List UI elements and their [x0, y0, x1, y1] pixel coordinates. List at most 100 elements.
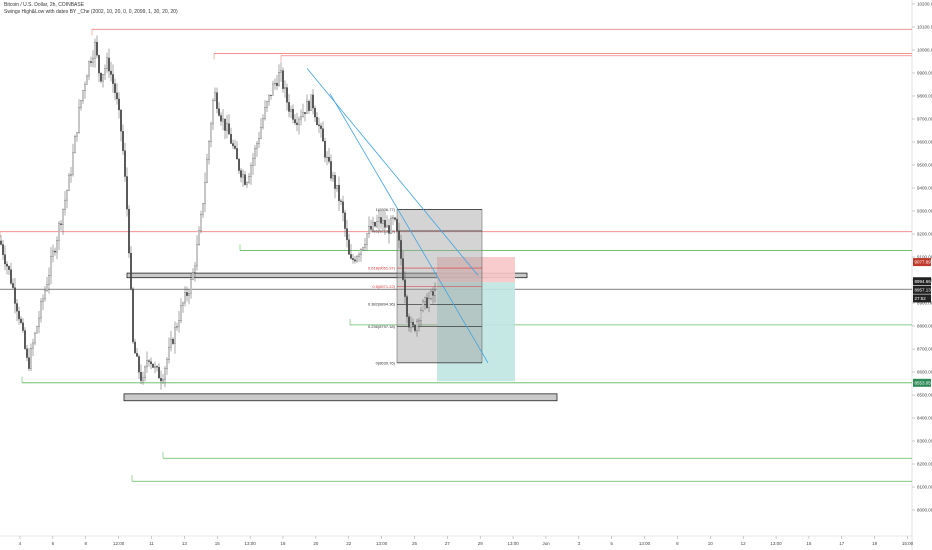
candle-body [320, 125, 322, 129]
x-tick-label: 13:00 [770, 541, 782, 546]
candle-body [134, 341, 136, 354]
candle-body [144, 366, 146, 379]
candle-body [244, 174, 246, 185]
candle-body [376, 221, 378, 227]
candle-body [198, 230, 200, 246]
candle-body [322, 128, 324, 142]
candle-body [254, 148, 256, 159]
trend-line[interactable] [329, 93, 489, 364]
candle-body [128, 208, 130, 254]
x-tick-label: 17 [839, 541, 845, 546]
support-resistance-zone[interactable] [123, 393, 558, 402]
candle-body [302, 112, 304, 117]
y-tick-label: 9200.00 [917, 232, 932, 237]
price-tag-label: 27:52 [915, 296, 927, 301]
candle-body [234, 145, 236, 149]
candle-body [62, 209, 64, 225]
x-tick-label: 13:00 [376, 541, 388, 546]
candle-body [88, 61, 90, 77]
candle-body [330, 161, 332, 179]
chart-symbol-title: Bitcoin / U.S. Dollar, 2h, COINBASE [4, 2, 85, 8]
candle-body [122, 131, 124, 151]
price-tag [913, 378, 931, 387]
candle-body [196, 244, 198, 267]
candle-body [6, 263, 8, 267]
candle-body [94, 41, 96, 59]
candle-body [10, 269, 12, 284]
price-tag-label: 8553.05 [915, 380, 932, 385]
candle-body [334, 175, 336, 189]
candle-body [324, 140, 326, 158]
candle-body [180, 305, 182, 321]
candle-body [344, 212, 346, 229]
candle-body [396, 219, 398, 232]
fib-retracement-box[interactable] [396, 209, 483, 364]
y-tick-label: 10200.00 [917, 2, 932, 7]
candle-body [426, 297, 428, 308]
candle-body [26, 348, 28, 358]
candle-body [358, 254, 360, 257]
x-tick-label: 10 [708, 541, 714, 546]
x-tick-label: 13:00 [244, 541, 256, 546]
candle-body [78, 107, 80, 133]
candle-body [98, 55, 100, 74]
candle-body [308, 101, 310, 111]
candle-body [86, 75, 88, 85]
x-tick-label: 15:00 [902, 541, 914, 546]
y-tick-label: 9100.00 [917, 255, 932, 260]
candle-body [366, 233, 368, 245]
candle-body [298, 118, 300, 125]
candle-body [294, 119, 296, 124]
candle-body [40, 301, 42, 319]
candle-body [210, 123, 212, 142]
candle-body [50, 256, 52, 276]
candle-body [388, 225, 390, 234]
x-tick-label: 13 [182, 541, 188, 546]
candle-body [282, 70, 284, 89]
candle-body [256, 143, 258, 149]
candle-body [300, 116, 302, 120]
candle-body [380, 217, 382, 224]
candle-body [402, 258, 404, 280]
candle-body [96, 41, 98, 56]
candle-body [246, 182, 248, 185]
candle-body [176, 326, 178, 328]
candle-body [318, 124, 320, 127]
candle-body [194, 265, 196, 273]
support-resistance-zone[interactable] [126, 272, 528, 279]
candle-body [384, 220, 386, 228]
candle-body [186, 292, 188, 296]
y-tick-label: 10100.00 [917, 25, 932, 30]
y-tick-label: 9700.00 [917, 117, 932, 122]
candle-body [264, 107, 266, 119]
x-tick-label: 25 [412, 541, 418, 546]
stop-loss-zone[interactable] [437, 257, 515, 283]
candle-body [0, 240, 2, 245]
candle-body [42, 298, 44, 302]
fib-level-label: 0.786(9213.49) [368, 228, 396, 233]
fib-level-label: 0.236(8797.18) [368, 324, 396, 329]
candle-body [372, 222, 374, 230]
y-tick-label: 9500.00 [917, 163, 932, 168]
x-tick-label: 13:00 [639, 541, 651, 546]
candle-body [394, 217, 396, 220]
x-tick-label: 29 [478, 541, 484, 546]
candle-body [368, 226, 370, 235]
price-tag-label: 8994.66 [915, 279, 932, 284]
candle-body [24, 330, 26, 349]
candle-body [292, 108, 294, 120]
trend-line[interactable] [306, 68, 479, 276]
candle-body [262, 118, 264, 128]
candle-body [408, 316, 410, 328]
candle-body [404, 279, 406, 297]
y-tick-label: 9300.00 [917, 209, 932, 214]
candle-body [126, 176, 128, 210]
candle-body [268, 94, 270, 102]
candle-body [152, 363, 154, 368]
candle-body [136, 353, 138, 357]
candle-body [430, 291, 432, 299]
candle-body [236, 148, 238, 160]
candle-body [226, 123, 228, 131]
candle-body [312, 94, 314, 109]
